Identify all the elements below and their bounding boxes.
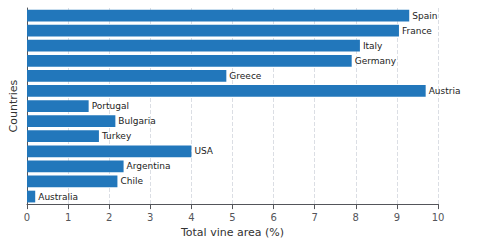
svg-text:5: 5	[229, 212, 235, 223]
svg-text:7: 7	[312, 212, 318, 223]
svg-text:Turkey: Turkey	[101, 131, 132, 141]
svg-text:Portugal: Portugal	[92, 101, 129, 111]
svg-text:9: 9	[394, 212, 400, 223]
svg-text:2: 2	[106, 212, 112, 223]
svg-text:Total vine area (%): Total vine area (%)	[180, 226, 284, 239]
svg-text:USA: USA	[194, 146, 213, 156]
svg-text:Germany: Germany	[355, 56, 397, 66]
svg-text:Italy: Italy	[363, 41, 383, 51]
svg-text:Argentina: Argentina	[127, 161, 171, 171]
svg-text:4: 4	[188, 212, 194, 223]
svg-text:France: France	[402, 26, 432, 36]
svg-text:Bulgaria: Bulgaria	[118, 116, 155, 126]
svg-text:Austria: Austria	[429, 86, 461, 96]
svg-text:1: 1	[65, 212, 71, 223]
svg-text:3: 3	[147, 212, 153, 223]
svg-text:6: 6	[270, 212, 276, 223]
svg-text:10: 10	[432, 212, 445, 223]
svg-text:Spain: Spain	[412, 11, 437, 21]
svg-text:0: 0	[24, 212, 30, 223]
svg-text:8: 8	[353, 212, 359, 223]
svg-text:Chile: Chile	[120, 176, 143, 186]
svg-text:Australia: Australia	[38, 192, 78, 202]
svg-text:Countries: Countries	[7, 79, 20, 132]
svg-text:Greece: Greece	[229, 71, 261, 81]
